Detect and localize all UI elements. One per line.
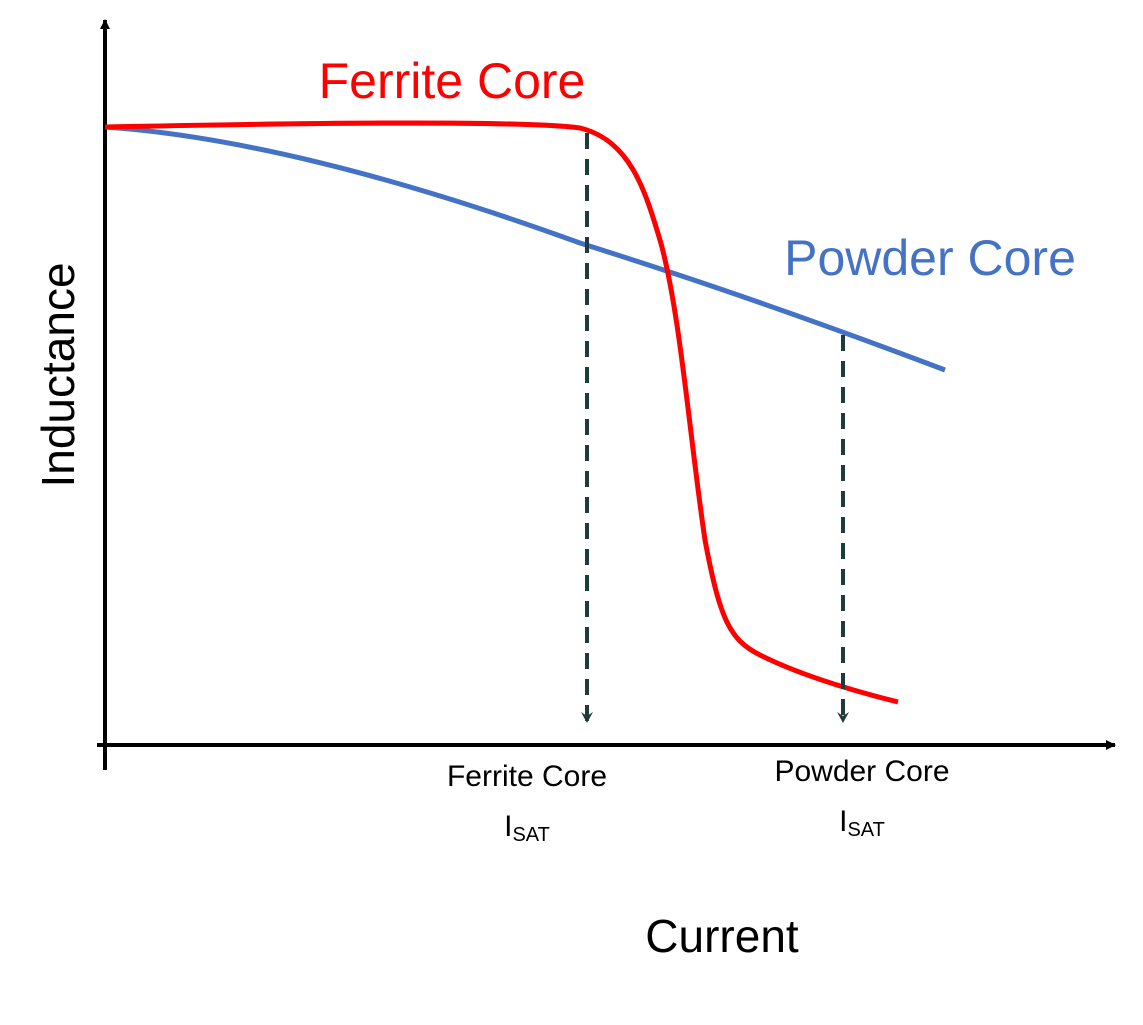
symbol: I: [504, 810, 512, 843]
subscript: SAT: [847, 819, 884, 841]
y-axis-label: Inductance: [32, 262, 84, 487]
curve-label: Powder Core: [784, 230, 1076, 286]
ferrite-core-curve: [104, 120, 899, 705]
symbol: I: [839, 805, 847, 838]
marker-label: Powder Core: [774, 755, 949, 788]
x-axis-label: Current: [645, 910, 799, 962]
curve-label: Ferrite Core: [319, 53, 586, 109]
marker-symbol: ISAT: [839, 805, 885, 841]
powder-core-curve: [104, 124, 946, 373]
subscript: SAT: [512, 824, 549, 846]
marker-label: Ferrite Core: [447, 760, 607, 793]
marker-symbol: ISAT: [504, 810, 550, 846]
